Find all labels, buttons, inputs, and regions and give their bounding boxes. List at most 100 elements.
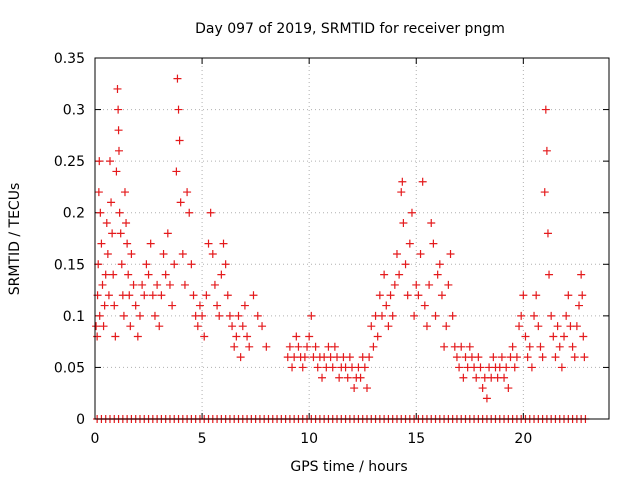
data-point [253, 311, 262, 320]
data-point [103, 249, 112, 258]
data-point [523, 353, 532, 362]
data-point [228, 322, 237, 331]
data-point [129, 280, 138, 289]
data-point [482, 394, 491, 403]
data-point [93, 332, 102, 341]
data-point [459, 373, 468, 382]
data-point [204, 239, 213, 248]
data-point [580, 353, 589, 362]
data-point [398, 177, 407, 186]
data-point [285, 342, 294, 351]
data-point [455, 363, 464, 372]
data-point [163, 229, 172, 238]
data-point [390, 280, 399, 289]
data-point [232, 332, 241, 341]
data-point [307, 311, 316, 320]
data-point [124, 270, 133, 279]
data-point [230, 342, 239, 351]
data-point [155, 322, 164, 331]
data-point [435, 260, 444, 269]
data-point [549, 332, 558, 341]
data-point [420, 301, 429, 310]
data-point [198, 311, 207, 320]
x-axis-label: GPS time / hours [290, 459, 407, 475]
data-point [292, 332, 301, 341]
data-point [530, 311, 539, 320]
data-point [109, 270, 118, 279]
data-point [444, 280, 453, 289]
x-tick-label: 5 [198, 431, 207, 447]
data-point [114, 126, 123, 135]
data-point [555, 342, 564, 351]
y-tick-label: 0.3 [63, 103, 85, 119]
y-tick-label: 0.25 [54, 154, 85, 170]
data-point [388, 311, 397, 320]
data-point [437, 291, 446, 300]
data-point [305, 332, 314, 341]
data-point [551, 353, 560, 362]
data-point [318, 373, 327, 382]
data-point [577, 270, 586, 279]
data-point [422, 322, 431, 331]
data-point [360, 363, 369, 372]
data-point [116, 229, 125, 238]
data-point [427, 219, 436, 228]
data-point [414, 291, 423, 300]
data-point [294, 342, 303, 351]
data-point [356, 373, 365, 382]
data-point [519, 291, 528, 300]
data-point [174, 105, 183, 114]
data-point [113, 84, 122, 93]
data-point [108, 229, 117, 238]
data-point [206, 208, 215, 217]
data-point [478, 384, 487, 393]
data-point [540, 188, 549, 197]
x-tick-label: 15 [407, 431, 425, 447]
data-point [489, 353, 498, 362]
data-point [517, 311, 526, 320]
data-point [187, 260, 196, 269]
data-point [534, 322, 543, 331]
data-point [543, 229, 552, 238]
data-point [131, 301, 140, 310]
data-point [215, 311, 224, 320]
data-point [521, 332, 530, 341]
tick-labels: 0 0.05 0.1 0.15 0.2 0.25 0.3 0.35 0 5 10 15 20 [54, 51, 532, 447]
data-point [343, 373, 352, 382]
data-point [375, 291, 384, 300]
data-point [178, 249, 187, 258]
data-point [125, 291, 134, 300]
data-point [217, 270, 226, 279]
data-point [249, 291, 258, 300]
data-point [102, 219, 111, 228]
data-point [429, 239, 438, 248]
data-point [575, 301, 584, 310]
data-point [138, 280, 147, 289]
data-point [412, 280, 421, 289]
data-point [572, 322, 581, 331]
data-point [457, 342, 466, 351]
data-point [465, 342, 474, 351]
data-point [568, 342, 577, 351]
data-point [395, 270, 404, 279]
data-point [122, 219, 131, 228]
data-point [525, 342, 534, 351]
data-point [165, 280, 174, 289]
data-point [99, 322, 108, 331]
data-point [418, 177, 427, 186]
data-point [114, 146, 123, 155]
data-point [527, 363, 536, 372]
data-point [170, 260, 179, 269]
data-point [92, 322, 101, 331]
data-point [107, 198, 116, 207]
data-point [431, 311, 440, 320]
data-point [175, 136, 184, 145]
data-point [105, 157, 114, 166]
data-point [114, 105, 123, 114]
data-point [258, 322, 267, 331]
data-point [245, 342, 254, 351]
data-point [146, 239, 155, 248]
data-point [236, 353, 245, 362]
data-point [579, 332, 588, 341]
